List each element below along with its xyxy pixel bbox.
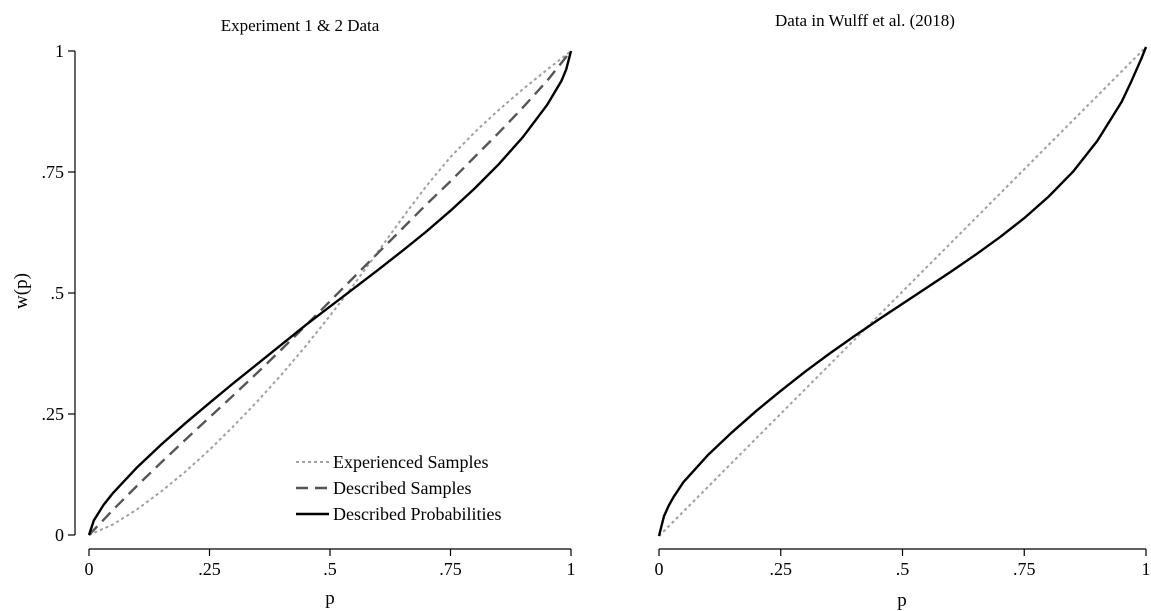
chart-title: Data in Wulff et al. (2018) — [775, 11, 955, 30]
x-tick-label: 1 — [567, 559, 576, 579]
x-tick-label: .25 — [198, 559, 221, 579]
y-tick-label: 1 — [55, 41, 64, 61]
plot-series — [87, 50, 573, 536]
x-tick-label: .75 — [439, 559, 462, 579]
chart-panel-experiment: Experiment 1 & 2 Data 0 .25 .5 .75 1 0 .25 .5 .7… — [11, 16, 576, 609]
x-tick-label: 0 — [85, 559, 94, 579]
x-axis-label: p — [897, 590, 907, 611]
x-axis-label: p — [325, 588, 335, 609]
y-tick-label: .25 — [42, 404, 65, 424]
plot-series — [657, 46, 1148, 537]
legend: Experienced Samples Described Samples Desc… — [296, 452, 501, 524]
x-tick-label: 1 — [1142, 559, 1151, 579]
x-tick-label: .5 — [323, 559, 337, 579]
chart-panel-wulff: Data in Wulff et al. (2018) 0 .25 .5 .75 1 p — [655, 11, 1151, 611]
series-line-dashed — [88, 50, 572, 536]
series-line-dotted — [658, 46, 1147, 537]
y-tick-label: .5 — [51, 283, 65, 303]
y-tick-label: 0 — [55, 525, 64, 545]
x-tick-label: .75 — [1013, 559, 1036, 579]
y-axis-label: w(p) — [11, 273, 32, 309]
axes: 0 .25 .5 .75 1 — [655, 548, 1151, 579]
legend-label: Described Probabilities — [333, 504, 501, 524]
chart-title: Experiment 1 & 2 Data — [221, 16, 380, 35]
series-line-solid — [657, 46, 1148, 537]
axes: 0 .25 .5 .75 1 0 .25 .5 .75 1 — [42, 41, 576, 579]
y-tick-label: .75 — [42, 162, 65, 182]
legend-label: Described Samples — [333, 478, 471, 498]
x-tick-label: .5 — [896, 559, 910, 579]
series-line-dotted — [88, 50, 572, 536]
x-tick-label: .25 — [770, 559, 793, 579]
series-line-solid — [87, 50, 573, 536]
x-tick-label: 0 — [655, 559, 664, 579]
legend-label: Experienced Samples — [333, 452, 488, 472]
